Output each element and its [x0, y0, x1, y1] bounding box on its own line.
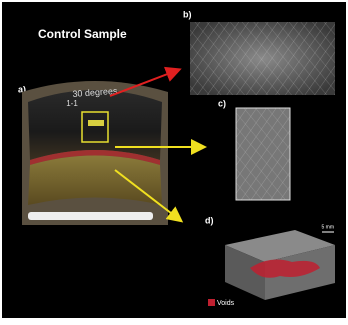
panel-label: b) [183, 9, 192, 19]
sample-text: 1-1 [66, 99, 78, 108]
title: Control Sample [38, 27, 127, 41]
ruler [28, 212, 153, 220]
panel-label: c) [218, 98, 226, 108]
scale-label: 5 mm [322, 224, 335, 230]
ct-texture [236, 108, 290, 200]
legend-label: Voids [217, 300, 235, 307]
figure: Control Sample a) 30 degrees 1-1 b) c) d… [0, 0, 348, 320]
panel-label: d) [205, 215, 214, 225]
legend-swatch [208, 299, 215, 306]
tape [88, 120, 104, 126]
ct-texture [190, 22, 335, 95]
